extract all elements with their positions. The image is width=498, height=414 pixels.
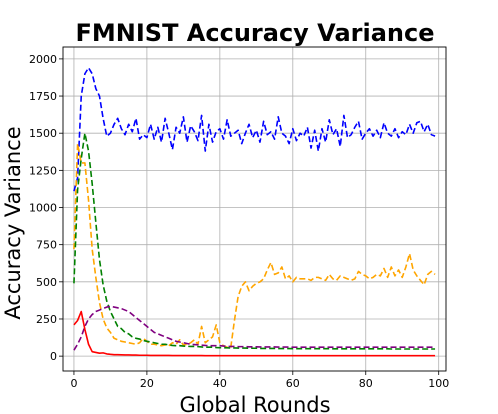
plot-frame [62, 46, 447, 372]
y-tick-label: 0 [50, 350, 57, 363]
x-tick-label: 100 [428, 377, 449, 390]
series-line-4 [73, 310, 436, 357]
y-tick-label: 2000 [29, 53, 57, 66]
grid-layer [63, 47, 446, 371]
x-tick-label: 60 [286, 377, 300, 390]
series-line-0 [73, 67, 436, 192]
x-tick-label: 0 [70, 377, 77, 390]
series-line-2 [73, 132, 436, 350]
y-axis-label: Accuracy Variance [1, 126, 25, 319]
y-tick-label: 1500 [29, 127, 57, 140]
y-tick-label: 500 [36, 276, 57, 289]
x-tick-label: 40 [213, 377, 227, 390]
y-tick-label: 1750 [29, 90, 57, 103]
x-axis-label: Global Rounds [179, 393, 330, 414]
axis-layer: 0 20 40 60 80 1000250500750100012501500175020… [29, 53, 449, 390]
x-tick-label: 80 [359, 377, 373, 390]
y-tick-label: 1000 [29, 202, 57, 215]
chart-title: FMNIST Accuracy Variance [76, 19, 435, 47]
series-layer [73, 67, 436, 357]
y-tick-label: 750 [36, 239, 57, 252]
series-line-1 [73, 142, 436, 349]
y-tick-label: 1250 [29, 164, 57, 177]
y-tick-label: 250 [36, 313, 57, 326]
x-tick-label: 20 [140, 377, 154, 390]
series-line-3 [73, 305, 436, 351]
